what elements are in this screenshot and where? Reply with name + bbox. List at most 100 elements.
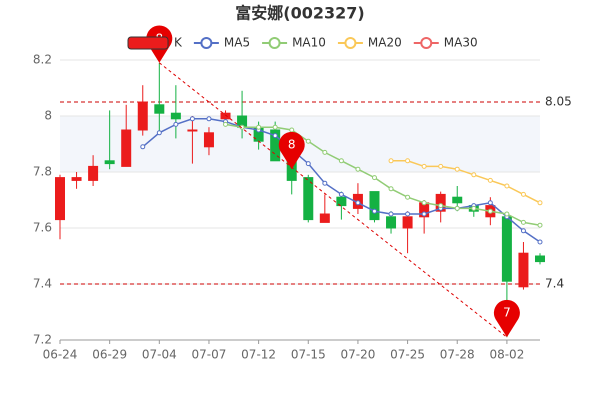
ma-point <box>454 205 460 211</box>
ma-point <box>405 211 411 217</box>
legend-icon <box>268 37 281 49</box>
candle-body <box>402 216 413 229</box>
marker-label: 8 <box>288 138 296 152</box>
candle-body <box>88 165 99 181</box>
legend-label: MA10 <box>292 36 326 50</box>
candle-body <box>104 160 115 165</box>
ma-point <box>487 200 493 206</box>
y-tick-label: 8 <box>44 109 52 123</box>
ma-point <box>405 158 411 164</box>
candle-body <box>501 216 512 282</box>
ma-point <box>272 133 278 139</box>
y-tick-label: 7.6 <box>33 221 52 235</box>
legend-label: K <box>174 36 183 50</box>
x-tick-label: 08-02 <box>489 348 524 362</box>
candle-body <box>203 132 214 148</box>
ma-point <box>537 239 543 245</box>
ma-point <box>537 222 543 228</box>
y-tick-label: 8.2 <box>33 53 52 67</box>
candle-body <box>220 112 231 120</box>
ma-point <box>438 203 444 209</box>
legend-label: MA20 <box>368 36 402 50</box>
ma-point <box>338 158 344 164</box>
ma-point <box>355 200 361 206</box>
ma-point <box>289 127 295 133</box>
ma-point <box>223 121 229 127</box>
ma-point <box>471 205 477 211</box>
legend-icon <box>344 37 357 49</box>
candle-body <box>303 177 314 221</box>
reference-label: 7.4 <box>545 277 564 291</box>
ma-point <box>438 163 444 169</box>
ma-point <box>504 183 510 189</box>
ma-point <box>537 200 543 206</box>
ma-point <box>388 186 394 192</box>
candle-body <box>336 196 347 207</box>
ma-point <box>371 208 377 214</box>
ma-point <box>256 124 262 130</box>
ma-point <box>140 144 146 150</box>
ma-point <box>487 208 493 214</box>
x-tick-label: 07-04 <box>142 348 177 362</box>
trend-line <box>159 62 508 338</box>
ma-point <box>338 191 344 197</box>
candle-body <box>55 177 65 221</box>
candle-body <box>71 177 82 181</box>
ma-point <box>371 175 377 181</box>
ma-point <box>388 158 394 164</box>
candle-body <box>154 104 165 114</box>
ma-point <box>520 191 526 197</box>
candle-body <box>121 129 132 167</box>
ma-point <box>156 130 162 136</box>
ma-line <box>225 123 541 226</box>
legend-label: MA30 <box>444 36 478 50</box>
y-tick-label: 7.2 <box>33 333 52 347</box>
ma-point <box>388 211 394 217</box>
ma-point <box>322 180 328 186</box>
x-tick-label: 07-25 <box>390 348 425 362</box>
ma-point <box>405 194 411 200</box>
candle-body <box>369 191 380 221</box>
x-tick-label: 06-29 <box>92 348 127 362</box>
legend-icon <box>127 36 169 50</box>
ma-point <box>421 163 427 169</box>
ma-point <box>504 211 510 217</box>
candle-body <box>535 255 545 263</box>
ma-point <box>421 200 427 206</box>
y-tick-label: 7.8 <box>33 165 52 179</box>
candle-body <box>319 213 330 223</box>
ma-point <box>305 138 311 144</box>
candle-body <box>452 196 463 204</box>
x-tick-label: 07-20 <box>340 348 375 362</box>
x-tick-label: 07-28 <box>440 348 475 362</box>
ma-point <box>520 228 526 234</box>
legend-label: MA5 <box>224 36 250 50</box>
ma-point <box>173 121 179 127</box>
candle-body <box>187 129 198 132</box>
ma-point <box>239 124 245 130</box>
legend-icon <box>200 37 213 49</box>
marker-label: 7 <box>503 306 511 320</box>
marker-pin <box>278 131 305 170</box>
ma-point <box>206 116 212 122</box>
candle-body <box>137 101 148 131</box>
candle-body <box>518 252 529 288</box>
ma-point <box>322 149 328 155</box>
ma-point <box>355 166 361 172</box>
ma-point <box>305 161 311 167</box>
ma-point <box>189 116 195 122</box>
y-tick-label: 7.4 <box>33 277 52 291</box>
ma-point <box>487 177 493 183</box>
ma-point <box>471 172 477 178</box>
ma-point <box>454 166 460 172</box>
ma-line <box>391 160 541 204</box>
ma-point <box>421 211 427 217</box>
reference-label: 8.05 <box>545 95 572 109</box>
candle-body <box>170 112 181 120</box>
legend-icon <box>420 37 433 49</box>
marker-pin <box>493 299 520 338</box>
x-tick-label: 07-15 <box>291 348 326 362</box>
x-tick-label: 07-07 <box>192 348 227 362</box>
ma-point <box>520 219 526 225</box>
